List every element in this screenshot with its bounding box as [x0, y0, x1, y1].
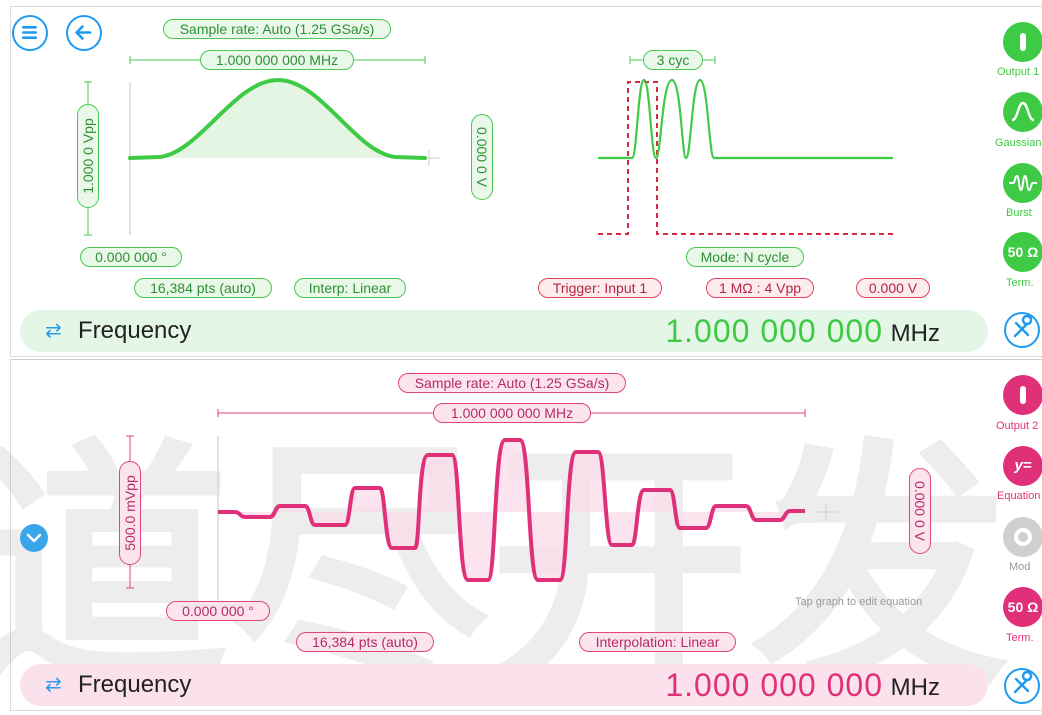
ch2-phase-pill[interactable]: 0.000 000 ° — [166, 601, 270, 621]
power-icon — [1020, 33, 1026, 51]
ch1-frequency-bar[interactable]: ⇄ Frequency 1.000 000 000 MHz — [20, 310, 988, 352]
ch1-frequency-label: Frequency — [78, 317, 192, 344]
equation-icon[interactable]: y= — [1003, 446, 1042, 486]
menu-icon[interactable] — [12, 15, 48, 51]
ch2-period-pill[interactable]: 1.000 000 000 MHz — [433, 403, 591, 423]
wrench-icon[interactable] — [1004, 668, 1040, 704]
ch1-offset-pill[interactable]: 0.000 0 V — [471, 114, 493, 200]
ch2-wave-label: Equation — [997, 490, 1041, 502]
ch1-interp-pill[interactable]: Interp: Linear — [294, 278, 406, 298]
ch1-burst-wave — [598, 78, 893, 160]
ch1-trigger-pill[interactable]: Trigger: Input 1 — [538, 278, 662, 298]
ch2-mod-label: Mod — [1009, 561, 1031, 573]
ch2-points-pill[interactable]: 16,384 pts (auto) — [296, 632, 434, 652]
chevron-down-icon[interactable] — [20, 524, 48, 552]
ch1-frequency-value[interactable]: 1.000 000 000 — [665, 313, 883, 349]
ch1-mode-pill[interactable]: Mode: N cycle — [686, 247, 804, 267]
ch1-burst-cycles-pill[interactable]: 3 cyc — [643, 50, 703, 70]
ch1-points-pill[interactable]: 16,384 pts (auto) — [134, 278, 272, 298]
channel1-panel — [10, 6, 1042, 357]
ch1-burst-button[interactable] — [1003, 163, 1042, 203]
ch2-term-label: Term. — [1006, 632, 1034, 644]
wrench-icon[interactable] — [1004, 312, 1040, 348]
ch1-term-button[interactable]: 50 Ω — [1003, 232, 1042, 272]
ch1-wave-label: Gaussian — [995, 137, 1042, 149]
ch1-sample-rate[interactable]: Sample rate: Auto (1.25 GSa/s) — [163, 19, 391, 39]
ch2-frequency-label: Frequency — [78, 671, 192, 698]
swap-icon[interactable]: ⇄ — [45, 320, 62, 342]
ch2-offset-pill[interactable]: 0.000 0 V — [909, 468, 931, 554]
ch1-gaussian-fill — [130, 80, 425, 158]
ch1-trigger-level-pill[interactable]: 0.000 V — [856, 278, 930, 298]
ch1-output-button[interactable] — [1003, 22, 1042, 62]
ch2-amplitude-pill[interactable]: 500.0 mVpp — [119, 461, 141, 565]
ch2-term-button[interactable]: 50 Ω — [1003, 587, 1042, 627]
ch2-mod-button[interactable] — [1003, 517, 1042, 557]
ch1-gaussian-wave — [128, 77, 427, 160]
ch1-output-label: Output 1 — [997, 66, 1040, 78]
ch1-burst-label: Burst — [1006, 207, 1032, 219]
ch1-gaussian-button[interactable] — [1003, 92, 1042, 132]
back-icon[interactable] — [66, 15, 102, 51]
ch2-offset-text: 0.000 0 V — [912, 481, 928, 541]
ch2-sample-rate[interactable]: Sample rate: Auto (1.25 GSa/s) — [398, 373, 626, 393]
ch2-frequency-value[interactable]: 1.000 000 000 — [665, 667, 883, 703]
ch2-interp-pill[interactable]: Interpolation: Linear — [579, 632, 736, 652]
ch2-output-label: Output 2 — [996, 420, 1039, 432]
ch2-frequency-bar[interactable]: ⇄ Frequency 1.000 000 000 MHz — [20, 664, 988, 706]
swap-icon[interactable]: ⇄ — [45, 674, 62, 696]
ch1-impedance-pill[interactable]: 1 MΩ : 4 Vpp — [706, 278, 814, 298]
ch2-amplitude-text: 500.0 mVpp — [122, 475, 138, 551]
ch1-term-label: Term. — [1006, 277, 1034, 289]
ch1-amplitude-pill[interactable]: 1.000 0 Vpp — [77, 104, 99, 208]
mod-icon — [1014, 528, 1032, 546]
power-icon — [1020, 386, 1026, 404]
ch2-edit-hint: Tap graph to edit equation — [795, 596, 923, 608]
ch2-frequency-unit: MHz — [890, 674, 940, 701]
ch2-output-button[interactable] — [1003, 375, 1042, 415]
ch1-frequency-unit: MHz — [890, 320, 940, 347]
ch1-phase-pill[interactable]: 0.000 000 ° — [80, 247, 182, 267]
gaussian-icon — [1011, 101, 1035, 122]
ch1-period-pill[interactable]: 1.000 000 000 MHz — [200, 50, 354, 70]
burst-icon — [1009, 174, 1037, 192]
